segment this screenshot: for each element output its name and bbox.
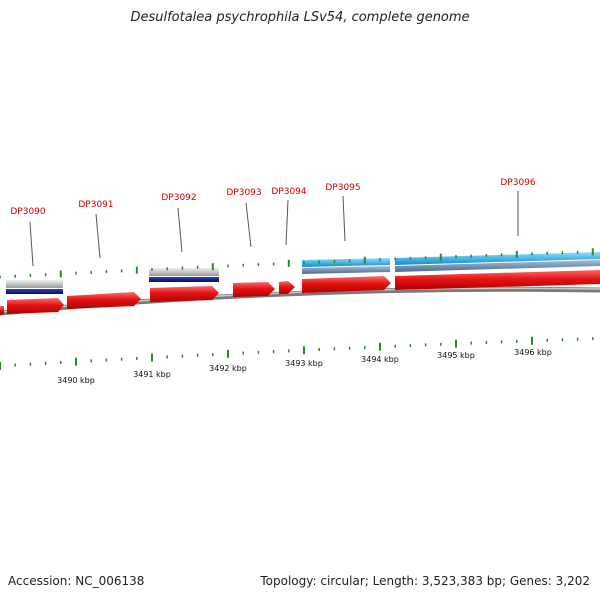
feature-band-navy (149, 277, 219, 282)
feature-band-cyan (395, 252, 600, 265)
gene-arrow (302, 276, 391, 293)
scale-label: 3496 kbp (514, 348, 552, 357)
gene-leader-line (245, 202, 252, 248)
accession-text: Accession: NC_006138 (8, 574, 145, 588)
upper-tick-track (0, 248, 594, 279)
scale-label: 3491 kbp (133, 370, 171, 379)
gene-label: DP3096 (500, 178, 536, 188)
feature-band-steel (302, 266, 390, 274)
gene-label: DP3090 (10, 207, 46, 217)
gene-label: DP3093 (226, 188, 261, 198)
feature-band-gray (6, 280, 63, 288)
gene-arrow (395, 270, 600, 290)
gene-arrow (150, 286, 219, 302)
scale-label: 3493 kbp (285, 359, 323, 368)
genome-summary-text: Topology: circular; Length: 3,523,383 bp… (260, 574, 590, 588)
feature-band-steel (395, 260, 600, 272)
gene-label: DP3095 (325, 183, 360, 193)
gene-arrow (233, 282, 275, 297)
feature-band-navy (6, 289, 63, 294)
feature-band-gray (149, 268, 219, 276)
gene-label: DP3091 (78, 200, 113, 210)
gene-arrow (67, 292, 141, 309)
gene-leader-line (95, 213, 101, 259)
gene-arrow (0, 306, 4, 315)
page-title: Desulfotalea psychrophila LSv54, complet… (130, 10, 470, 25)
gene-arrow (279, 281, 295, 294)
gene-leader-line (177, 207, 183, 253)
gene-leader-line (29, 221, 34, 267)
scale-label: 3495 kbp (437, 351, 475, 360)
scale-tick-track (0, 336, 594, 370)
gene-label: DP3094 (271, 187, 307, 197)
scale-label: 3492 kbp (209, 364, 247, 373)
gene-leader-line (285, 199, 289, 246)
feature-band-cyan (302, 258, 390, 267)
scale-label: 3490 kbp (57, 376, 95, 385)
gene-arrow (7, 298, 64, 314)
gene-leader-line (342, 195, 346, 242)
gene-label: DP3092 (161, 193, 196, 203)
scale-label: 3494 kbp (361, 355, 399, 364)
